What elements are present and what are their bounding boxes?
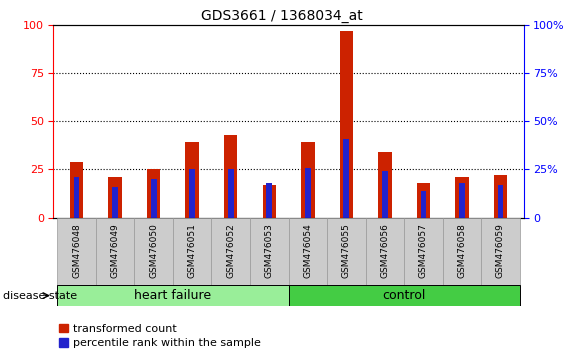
Bar <box>343 139 349 218</box>
Text: GSM476054: GSM476054 <box>303 223 312 278</box>
Text: GSM476048: GSM476048 <box>72 223 81 278</box>
Text: heart failure: heart failure <box>135 289 212 302</box>
Bar <box>147 170 160 218</box>
Text: GSM476056: GSM476056 <box>381 223 390 278</box>
FancyBboxPatch shape <box>443 218 481 285</box>
Text: GDS3661 / 1368034_at: GDS3661 / 1368034_at <box>200 9 363 23</box>
FancyBboxPatch shape <box>173 218 212 285</box>
Bar <box>109 177 122 218</box>
Bar <box>224 135 238 218</box>
Bar <box>421 191 426 218</box>
FancyBboxPatch shape <box>250 218 288 285</box>
Bar <box>266 183 272 218</box>
Text: GSM476058: GSM476058 <box>457 223 466 278</box>
Bar <box>498 185 503 218</box>
Text: GSM476053: GSM476053 <box>265 223 274 278</box>
FancyBboxPatch shape <box>327 218 365 285</box>
FancyBboxPatch shape <box>96 218 135 285</box>
Text: GSM476055: GSM476055 <box>342 223 351 278</box>
Bar <box>189 170 195 218</box>
Bar <box>417 183 430 218</box>
FancyBboxPatch shape <box>212 218 250 285</box>
Bar <box>185 142 199 218</box>
FancyBboxPatch shape <box>57 285 288 306</box>
FancyBboxPatch shape <box>288 218 327 285</box>
Bar <box>301 142 315 218</box>
Bar <box>494 175 507 218</box>
Bar <box>339 30 353 218</box>
FancyBboxPatch shape <box>135 218 173 285</box>
Bar <box>151 179 157 218</box>
FancyBboxPatch shape <box>481 218 520 285</box>
Bar <box>382 171 388 218</box>
Bar <box>455 177 468 218</box>
Bar <box>305 167 311 218</box>
Text: GSM476051: GSM476051 <box>187 223 196 278</box>
Bar <box>459 183 465 218</box>
Bar <box>112 187 118 218</box>
Bar <box>70 162 83 218</box>
FancyBboxPatch shape <box>57 218 96 285</box>
Text: GSM476057: GSM476057 <box>419 223 428 278</box>
Text: control: control <box>382 289 426 302</box>
Text: GSM476050: GSM476050 <box>149 223 158 278</box>
Bar <box>228 170 234 218</box>
Bar <box>378 152 392 218</box>
FancyBboxPatch shape <box>288 285 520 306</box>
Text: disease state: disease state <box>3 291 77 301</box>
Bar <box>74 177 79 218</box>
Text: GSM476052: GSM476052 <box>226 223 235 278</box>
Legend: transformed count, percentile rank within the sample: transformed count, percentile rank withi… <box>59 324 261 348</box>
Bar <box>262 185 276 218</box>
FancyBboxPatch shape <box>365 218 404 285</box>
FancyBboxPatch shape <box>404 218 443 285</box>
Text: GSM476059: GSM476059 <box>496 223 505 278</box>
Text: GSM476049: GSM476049 <box>111 223 120 278</box>
